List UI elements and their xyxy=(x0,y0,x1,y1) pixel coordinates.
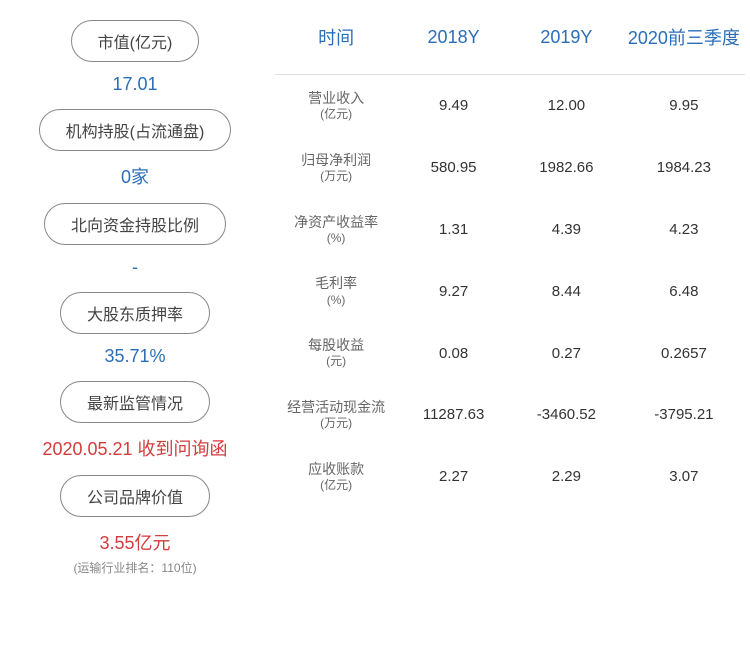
table-cell: 0.2657 xyxy=(623,322,745,384)
metric-name-cell: 应收账款(亿元) xyxy=(275,446,397,508)
table-cell: 12.00 xyxy=(510,75,623,137)
table-cell: 1.31 xyxy=(397,199,510,261)
table-column-header: 时间 xyxy=(275,10,397,75)
table-row: 每股收益(元)0.080.270.2657 xyxy=(275,322,745,384)
metric-label: 净资产收益率 xyxy=(279,213,393,231)
table-row: 毛利率(%)9.278.446.48 xyxy=(275,260,745,322)
stat-item: 最新监管情况 2020.05.21 收到问询函 xyxy=(15,381,255,461)
table-cell: -3795.21 xyxy=(623,384,745,446)
stat-item: 北向资金持股比例 - xyxy=(15,203,255,278)
metric-unit: (亿元) xyxy=(279,478,393,494)
stat-item: 市值(亿元) 17.01 xyxy=(15,20,255,95)
stat-value: 2020.05.21 收到问询函 xyxy=(42,435,227,461)
metric-label: 经营活动现金流 xyxy=(279,398,393,416)
financial-table-panel: 时间2018Y2019Y2020前三季度 营业收入(亿元)9.4912.009.… xyxy=(270,0,750,667)
metric-label: 每股收益 xyxy=(279,336,393,354)
table-cell: 4.39 xyxy=(510,199,623,261)
table-column-header: 2020前三季度 xyxy=(623,10,745,75)
stat-subtext: (运输行业排名：110位) xyxy=(73,559,196,576)
table-cell: 9.95 xyxy=(623,75,745,137)
metric-name-cell: 毛利率(%) xyxy=(275,260,397,322)
table-cell: 2.29 xyxy=(510,446,623,508)
table-row: 净资产收益率(%)1.314.394.23 xyxy=(275,199,745,261)
table-row: 归母净利润(万元)580.951982.661984.23 xyxy=(275,137,745,199)
table-cell: 1982.66 xyxy=(510,137,623,199)
metric-unit: (万元) xyxy=(279,169,393,185)
table-cell: 2.27 xyxy=(397,446,510,508)
metric-label: 毛利率 xyxy=(279,274,393,292)
metric-label: 营业收入 xyxy=(279,89,393,107)
metric-name-cell: 净资产收益率(%) xyxy=(275,199,397,261)
stat-value: 35.71% xyxy=(104,346,165,367)
metric-unit: (元) xyxy=(279,354,393,370)
stat-label-pill: 最新监管情况 xyxy=(60,381,210,423)
left-stats-panel: 市值(亿元) 17.01 机构持股(占流通盘) 0家北向资金持股比例 - 大股东质押率 35… xyxy=(0,0,270,667)
table-cell: 9.49 xyxy=(397,75,510,137)
stat-value: 0家 xyxy=(121,163,149,189)
stat-label-pill: 公司品牌价值 xyxy=(60,475,210,517)
table-column-header: 2019Y xyxy=(510,10,623,75)
stat-value: - xyxy=(132,257,138,278)
table-cell: 9.27 xyxy=(397,260,510,322)
table-cell: 6.48 xyxy=(623,260,745,322)
table-header: 时间2018Y2019Y2020前三季度 xyxy=(275,10,745,75)
table-row: 应收账款(亿元)2.272.293.07 xyxy=(275,446,745,508)
stat-item: 机构持股(占流通盘) 0家 xyxy=(15,109,255,189)
metric-name-cell: 营业收入(亿元) xyxy=(275,75,397,137)
metric-label: 应收账款 xyxy=(279,460,393,478)
table-cell: 8.44 xyxy=(510,260,623,322)
table-body: 营业收入(亿元)9.4912.009.95归母净利润(万元)580.951982… xyxy=(275,75,745,508)
stat-value: 3.55亿元 xyxy=(99,529,170,555)
table-cell: 0.27 xyxy=(510,322,623,384)
stat-label-pill: 市值(亿元) xyxy=(71,20,200,62)
table-cell: 4.23 xyxy=(623,199,745,261)
stat-label-pill: 大股东质押率 xyxy=(60,292,210,334)
metric-label: 归母净利润 xyxy=(279,151,393,169)
table-row: 营业收入(亿元)9.4912.009.95 xyxy=(275,75,745,137)
stat-label-pill: 北向资金持股比例 xyxy=(44,203,226,245)
stat-value: 17.01 xyxy=(112,74,157,95)
table-column-header: 2018Y xyxy=(397,10,510,75)
metric-unit: (%) xyxy=(279,231,393,247)
stat-item: 公司品牌价值 3.55亿元 (运输行业排名：110位) xyxy=(15,475,255,576)
stat-label-pill: 机构持股(占流通盘) xyxy=(39,109,232,151)
financial-table: 时间2018Y2019Y2020前三季度 营业收入(亿元)9.4912.009.… xyxy=(275,10,745,507)
stat-item: 大股东质押率 35.71% xyxy=(15,292,255,367)
metric-unit: (万元) xyxy=(279,416,393,432)
metric-unit: (%) xyxy=(279,293,393,309)
table-cell: -3460.52 xyxy=(510,384,623,446)
metric-name-cell: 经营活动现金流(万元) xyxy=(275,384,397,446)
table-row: 经营活动现金流(万元)11287.63-3460.52-3795.21 xyxy=(275,384,745,446)
metric-name-cell: 归母净利润(万元) xyxy=(275,137,397,199)
table-cell: 580.95 xyxy=(397,137,510,199)
table-cell: 0.08 xyxy=(397,322,510,384)
table-cell: 11287.63 xyxy=(397,384,510,446)
metric-name-cell: 每股收益(元) xyxy=(275,322,397,384)
table-cell: 3.07 xyxy=(623,446,745,508)
table-cell: 1984.23 xyxy=(623,137,745,199)
metric-unit: (亿元) xyxy=(279,107,393,123)
